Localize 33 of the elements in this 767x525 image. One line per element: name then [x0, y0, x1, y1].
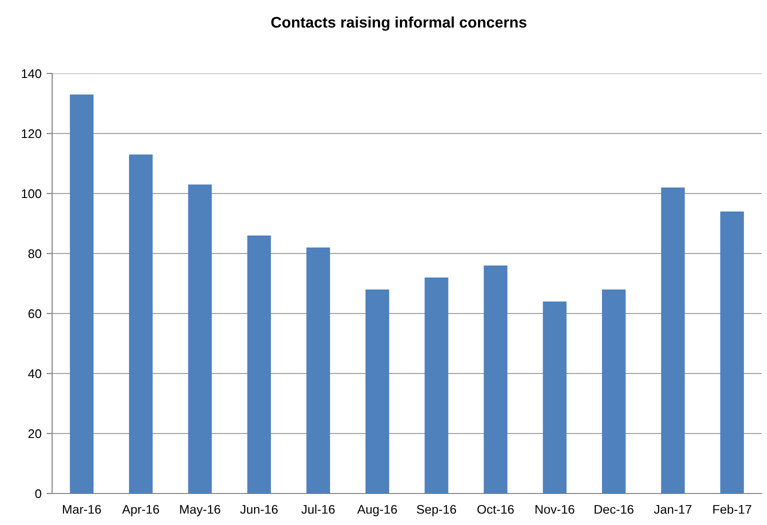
x-tick-label: Feb-17 — [713, 504, 752, 514]
x-tick-label: Aug-16 — [357, 504, 397, 516]
x-tick-label: Dec-16 — [594, 504, 634, 514]
y-tick-label: 40 — [28, 369, 42, 378]
y-tick-label: 100 — [22, 189, 42, 198]
bar — [188, 184, 212, 494]
y-tick-label: 60 — [28, 309, 42, 318]
x-tick-label: Sep-16 — [416, 504, 456, 516]
y-tick-label: 120 — [22, 129, 42, 138]
bar — [602, 290, 626, 494]
bar — [484, 266, 508, 494]
x-tick-label: Jun-16 — [240, 504, 278, 514]
x-tick-label: Jan-17 — [654, 505, 692, 514]
x-tick-label: May-16 — [180, 504, 220, 516]
bar — [424, 278, 448, 494]
x-tick-label: Mar-16 — [62, 504, 101, 514]
bar — [306, 248, 330, 494]
bar — [247, 236, 271, 494]
bar — [70, 94, 94, 494]
bar — [129, 154, 153, 494]
x-tick-label: Oct-16 — [477, 504, 514, 514]
bar — [720, 212, 744, 494]
chart-title: Contacts raising informal concerns — [271, 16, 526, 31]
bar — [366, 290, 390, 494]
y-tick-label: 20 — [28, 429, 42, 438]
x-tick-label: Jul-16 — [301, 504, 335, 514]
y-tick-label: 80 — [28, 249, 42, 258]
y-tick-label: 140 — [22, 69, 42, 78]
x-tick-label: Nov-16 — [536, 504, 574, 514]
bar — [661, 188, 685, 494]
y-tick-label: 0 — [35, 489, 42, 498]
x-tick-label: Apr-16 — [122, 504, 160, 516]
bar — [542, 302, 567, 494]
